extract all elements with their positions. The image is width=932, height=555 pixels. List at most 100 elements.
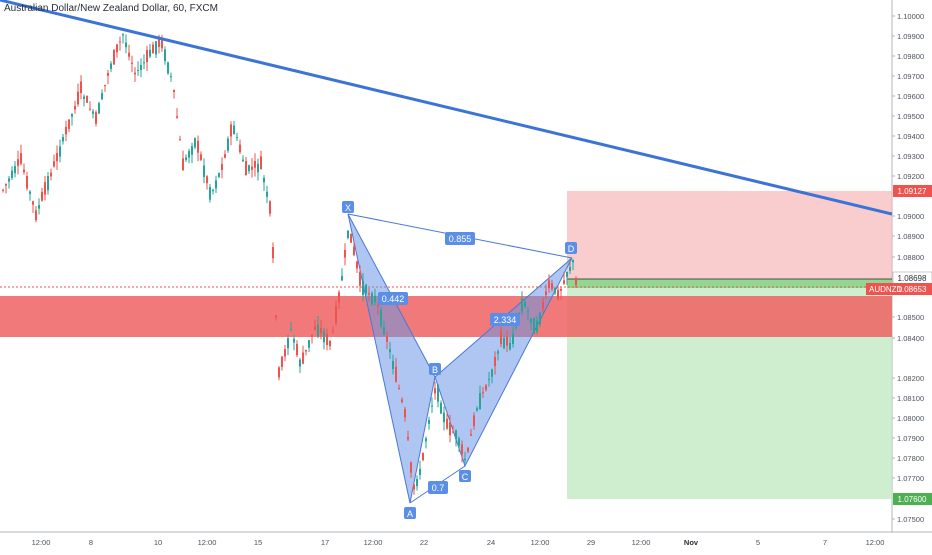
- candle-body: [494, 356, 496, 367]
- candle-body: [317, 324, 319, 337]
- ratio-xb-label: 0.442: [382, 294, 405, 304]
- resistance-zone-band[interactable]: [0, 296, 892, 337]
- candle-body: [98, 103, 100, 114]
- candle-body: [452, 431, 454, 433]
- candle-body: [50, 172, 52, 177]
- ratio-bd: 2.334: [490, 313, 520, 326]
- candle-body: [569, 266, 571, 271]
- candle-body: [116, 44, 118, 53]
- candle-body: [65, 126, 67, 135]
- candle-body: [35, 210, 37, 221]
- candle-body: [449, 422, 451, 436]
- candle-body: [506, 336, 508, 346]
- candle-body: [107, 72, 109, 76]
- candle-body: [44, 182, 46, 195]
- candle-body: [476, 408, 478, 411]
- time-tick-label: 29: [587, 538, 595, 547]
- candle-body: [392, 360, 394, 370]
- candle-body: [404, 409, 406, 418]
- candle-body: [551, 283, 553, 290]
- candle-body: [263, 177, 265, 183]
- candle-body: [11, 170, 13, 178]
- candle-body: [545, 291, 547, 296]
- candle-body: [128, 52, 130, 57]
- candle-body: [533, 318, 535, 334]
- descending-trendline[interactable]: [0, 0, 893, 216]
- candle-body: [512, 333, 514, 344]
- candle-body: [305, 349, 307, 352]
- candle-body: [470, 434, 472, 436]
- pattern-point-d: D: [565, 242, 577, 254]
- harmonic-pattern[interactable]: [347, 213, 573, 504]
- candle-body: [182, 158, 184, 171]
- candle-body: [164, 49, 166, 61]
- pattern-point-c: C: [459, 470, 471, 482]
- candle-body: [233, 125, 235, 135]
- entry-price-badge: 1.08698: [892, 271, 932, 285]
- candle-body: [341, 275, 343, 281]
- candle-body: [500, 331, 502, 345]
- candle-body: [497, 351, 499, 354]
- candle-body: [383, 327, 385, 334]
- candle-body: [203, 165, 205, 177]
- candle-body: [461, 444, 463, 455]
- candle-body: [260, 156, 262, 170]
- candle-body: [149, 49, 151, 57]
- time-tick-label: 12:00: [364, 538, 383, 547]
- time-tick-label: 12:00: [632, 538, 651, 547]
- candle-body: [74, 106, 76, 110]
- stop-zone[interactable]: [567, 191, 892, 279]
- ratio-bd-label: 2.334: [494, 315, 517, 325]
- price-tick-label: 1.09300: [897, 152, 924, 161]
- pattern-point-a-label: A: [407, 509, 413, 519]
- symbol-label: AUDNZD: [869, 285, 903, 294]
- target-price-text: 1.07600: [898, 495, 927, 504]
- price-tick-label: 1.09000: [897, 212, 924, 221]
- candle-body: [386, 336, 388, 342]
- candle-body: [560, 288, 562, 291]
- candle-body: [368, 293, 370, 295]
- candle-body: [536, 320, 538, 332]
- candle-body: [413, 484, 415, 490]
- time-tick-label: 8: [89, 538, 93, 547]
- candle-body: [293, 338, 295, 343]
- candle-body: [326, 333, 328, 346]
- candle-body: [215, 180, 217, 189]
- candle-body: [89, 108, 91, 110]
- candle-body: [335, 306, 337, 324]
- candle-body: [131, 62, 133, 64]
- time-tick-label: Nov: [684, 538, 699, 547]
- candle-body: [302, 352, 304, 364]
- pattern-point-b: B: [429, 363, 441, 375]
- candle-body: [575, 278, 577, 286]
- candle-body: [455, 430, 457, 440]
- candle-body: [395, 366, 397, 382]
- candle-body: [23, 169, 25, 173]
- candle-body: [314, 326, 316, 330]
- candle-body: [104, 84, 106, 86]
- candle-body: [113, 49, 115, 65]
- candle-body: [539, 312, 541, 325]
- candle-body: [410, 462, 412, 473]
- time-tick-label: 10: [154, 538, 162, 547]
- candle-body: [245, 161, 247, 176]
- price-tick-label: 1.08900: [897, 232, 924, 241]
- candle-body: [197, 140, 199, 153]
- candle-body: [155, 41, 157, 55]
- candle-body: [311, 334, 313, 337]
- candle-body: [92, 111, 94, 114]
- candle-body: [152, 44, 154, 54]
- candle-body: [101, 93, 103, 100]
- candle-body: [248, 165, 250, 172]
- candle-body: [527, 311, 529, 313]
- candle-body: [269, 201, 271, 214]
- candle-body: [188, 150, 190, 158]
- candle-body: [281, 356, 283, 367]
- ratio-ac-label: 0.7: [432, 483, 445, 493]
- candle-body: [224, 154, 226, 158]
- candle-body: [398, 387, 400, 389]
- candle-body: [380, 309, 382, 326]
- candle-body: [26, 176, 28, 189]
